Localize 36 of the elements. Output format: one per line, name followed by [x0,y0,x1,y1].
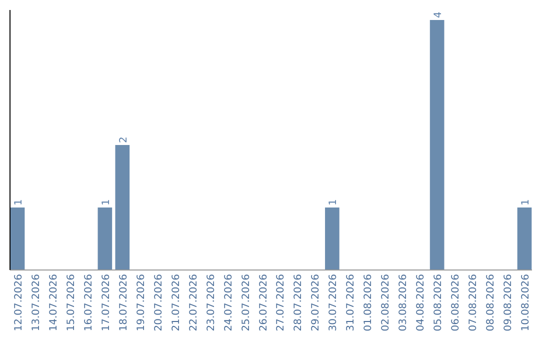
x-tick-label: 05.08.2026 [433,274,444,332]
data-label: 2 [118,136,130,143]
x-tick-label: 19.07.2026 [136,274,147,332]
x-tick-label: 30.07.2026 [328,274,340,332]
data-label: 4 [433,12,444,18]
x-tick-label: 24.07.2026 [223,274,234,332]
x-tick-label: 27.07.2026 [276,274,287,332]
x-tick-label: 15.07.2026 [66,274,77,332]
x-tick-label: 31.07.2026 [346,274,357,332]
x-tick-label: 12.07.2026 [14,274,25,332]
x-tick-label: 01.08.2026 [363,274,374,332]
x-tick-label: 09.08.2026 [503,274,514,332]
x-tick-label: 07.08.2026 [468,274,480,332]
x-tick-label: 03.08.2026 [398,274,410,332]
data-label: 1 [100,199,112,206]
data-label: 1 [520,199,532,206]
x-tick-label: 28.07.2026 [293,274,304,332]
x-tick-label: 14.07.2026 [48,274,60,332]
x-tick-label: 02.08.2026 [380,274,392,332]
x-tick-label: 20.07.2026 [153,274,164,332]
x-tick-label: 13.07.2026 [31,274,42,332]
x-tick-label: 23.07.2026 [206,274,217,332]
x-tick-label: 29.07.2026 [310,274,322,332]
data-label: 1 [328,199,340,206]
x-tick-label: 08.08.2026 [486,274,497,332]
data-label: 1 [14,199,25,206]
x-tick-label: 06.08.2026 [450,274,462,332]
x-tick-label: 18.07.2026 [118,274,130,332]
x-tick-label: 04.08.2026 [416,274,427,332]
x-tick-label: 10.08.2026 [520,274,532,332]
x-tick-label: 16.07.2026 [83,274,94,332]
x-tick-label: 21.07.2026 [170,274,182,332]
x-tick-label: 26.07.2026 [258,274,270,332]
x-tick-label: 17.07.2026 [100,274,112,332]
x-tick-label: 22.07.2026 [188,274,200,332]
x-tick-label: 25.07.2026 [240,274,252,332]
